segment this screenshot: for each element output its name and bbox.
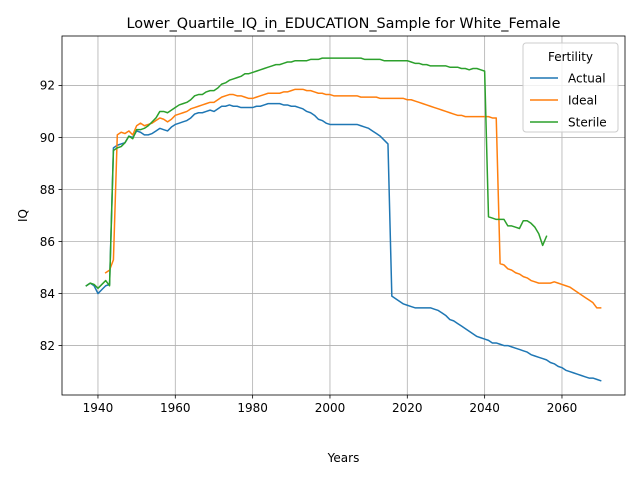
legend-title: Fertility <box>548 50 593 64</box>
x-tick-label: 2020 <box>392 401 423 415</box>
x-axis: 1940 1960 1980 2000 2020 2040 2060 <box>83 395 578 415</box>
legend-label-ideal: Ideal <box>568 94 597 108</box>
x-tick-label: 2000 <box>315 401 346 415</box>
y-tick-label: 86 <box>40 235 55 249</box>
x-tick-label: 2040 <box>469 401 500 415</box>
grid-lines <box>62 36 625 395</box>
y-axis: 82 84 86 88 90 92 <box>40 79 62 353</box>
y-tick-label: 84 <box>40 287 55 301</box>
x-tick-label: 1980 <box>237 401 268 415</box>
y-tick-label: 88 <box>40 183 55 197</box>
legend: Fertility Actual Ideal Sterile <box>522 42 619 133</box>
chart-title: Lower_Quartile_IQ_in_EDUCATION_Sample fo… <box>126 16 560 32</box>
series-line-sterile <box>85 57 548 290</box>
legend-label-sterile: Sterile <box>568 116 607 130</box>
x-tick-label: 1940 <box>83 401 114 415</box>
series-line-actual <box>85 102 602 382</box>
y-tick-label: 92 <box>40 79 55 93</box>
series-line-ideal <box>104 88 602 309</box>
legend-entries: Actual Ideal Sterile <box>530 72 607 130</box>
y-tick-label: 90 <box>40 131 55 145</box>
y-tick-label: 82 <box>40 339 55 353</box>
legend-box <box>522 42 619 133</box>
x-tick-label: 2060 <box>547 401 578 415</box>
x-tick-label: 1960 <box>160 401 191 415</box>
plot-frame <box>61 35 626 396</box>
x-axis-label: Years <box>327 451 360 465</box>
series-lines <box>85 57 602 382</box>
y-axis-label: IQ <box>16 209 30 222</box>
legend-label-actual: Actual <box>568 72 606 86</box>
